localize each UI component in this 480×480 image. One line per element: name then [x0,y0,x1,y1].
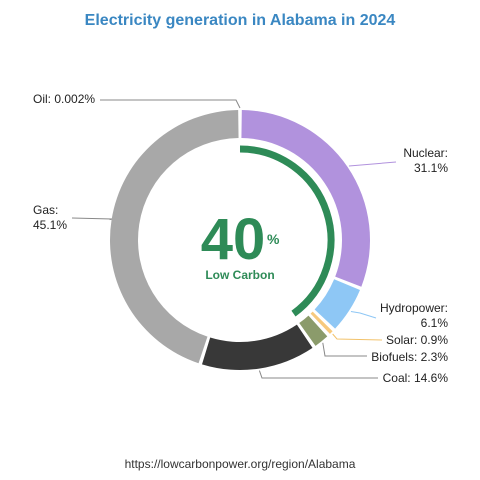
slice-solar [310,311,333,334]
label-hydropower: Hydropower: [380,301,448,315]
slice-hydropower [314,279,360,329]
leader-solar [332,333,383,341]
leader-oil [100,99,241,109]
slice-biofuels [299,315,328,346]
leader-nuclear [348,161,397,167]
source-url: https://lowcarbonpower.org/region/Alabam… [125,457,356,471]
label-gas-value: 45.1% [33,218,67,232]
chart-title: Electricity generation in Alabama in 202… [85,12,396,29]
label-nuclear: Nuclear: [403,146,448,160]
label-gas: Gas: [33,203,58,217]
leader-biofuels [322,342,367,357]
label-nuclear-value: 31.1% [414,161,448,175]
slice-gas [109,110,239,364]
leader-lines [71,99,397,379]
low-carbon-arc [239,145,335,317]
center-unit: % [267,231,280,247]
slice-coal [202,324,313,370]
center-value: 40 [201,207,266,272]
leader-hydropower [350,311,377,319]
leader-coal [258,370,378,379]
label-oil: Oil: 0.002% [33,92,95,106]
label-solar: Solar: 0.9% [386,333,448,347]
label-hydropower-value: 6.1% [421,316,449,330]
label-coal: Coal: 14.6% [383,371,449,385]
donut-ring [109,110,371,370]
center-caption: Low Carbon [205,268,274,282]
slice-nuclear [241,110,371,287]
slice-labels: Nuclear:31.1% Hydropower:6.1% Solar: 0.9% B… [33,92,448,385]
leader-gas [71,217,113,221]
label-biofuels: Biofuels: 2.3% [371,350,448,364]
